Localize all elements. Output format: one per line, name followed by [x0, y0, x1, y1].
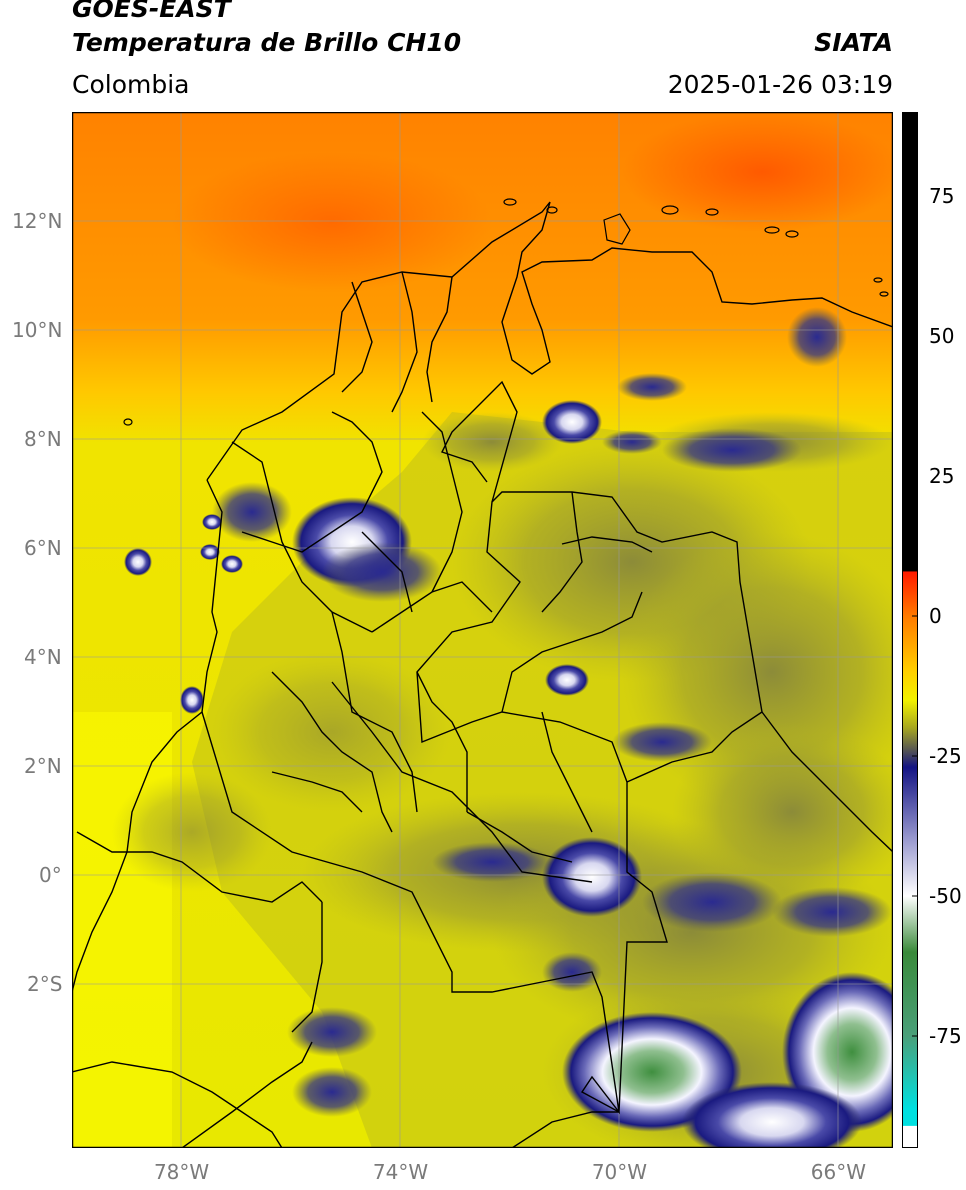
convective-cloud	[787, 307, 847, 367]
internal-division	[271, 671, 393, 833]
lat-tick-label: 12°N	[12, 209, 63, 234]
convective-cloud	[292, 1067, 372, 1117]
lon-tick-label: 66°W	[810, 1160, 866, 1184]
internal-division	[426, 276, 453, 403]
colorbar-tick-label: 0	[929, 604, 942, 628]
convective-cloud	[682, 1082, 862, 1148]
convective-cloud	[221, 555, 243, 573]
warm-area-north	[172, 152, 492, 292]
convective-cloud	[542, 952, 602, 992]
convective-cloud	[322, 542, 442, 602]
grey-cloud-field	[112, 772, 272, 892]
convective-cloud	[662, 428, 802, 472]
lat-tick-label: 4°N	[24, 645, 62, 670]
convective-cloud	[642, 872, 782, 932]
boundaries	[72, 201, 893, 1148]
convective-cloud	[772, 887, 892, 937]
convective-cloud	[432, 842, 552, 882]
colorbar-border	[902, 112, 918, 1148]
border-south	[72, 1061, 283, 1148]
institution-label: SIATA	[814, 28, 893, 57]
internal-division	[391, 271, 418, 413]
lon-tick-label: 74°W	[372, 1160, 429, 1184]
internal-division	[541, 491, 583, 613]
product-title: Temperatura de Brillo CH10	[72, 28, 462, 57]
lon-tick-label: 78°W	[153, 1160, 210, 1184]
lat-tick-label: 0°	[39, 863, 62, 888]
yellow-southwest	[72, 712, 172, 1148]
internal-division	[271, 771, 363, 813]
internal-division	[241, 411, 383, 553]
internal-division	[761, 711, 893, 853]
satellite-map	[72, 112, 893, 1148]
convective-cloud	[212, 482, 292, 542]
internal-division	[501, 591, 643, 713]
lon-tick-label: 70°W	[591, 1160, 648, 1184]
warm-area-northeast	[622, 112, 893, 232]
internal-division	[331, 611, 418, 813]
satellite-title: GOES-EAST	[72, 0, 231, 23]
datetime-label: 2025-01-26 03:19	[667, 70, 893, 99]
lat-tick-label: 10°N	[12, 318, 63, 343]
ecuador-outline	[76, 831, 323, 903]
internal-division	[341, 281, 373, 393]
amazon-line	[291, 902, 323, 1033]
coastline-pacific	[72, 479, 223, 993]
convective-cloud	[287, 1007, 377, 1057]
border-south	[511, 1111, 619, 1148]
convective-cloud	[124, 548, 152, 576]
internal-division	[561, 536, 653, 553]
internal-division	[466, 811, 573, 863]
colorbar-tick-label: -50	[929, 884, 962, 908]
grey-cloud-field	[422, 412, 562, 472]
convective-cloud	[545, 664, 589, 696]
convective-cloud	[542, 400, 602, 444]
region-label: Colombia	[72, 70, 190, 99]
convective-cloud	[612, 722, 712, 762]
convective-cloud	[617, 373, 687, 401]
internal-division	[361, 531, 413, 613]
islands	[123, 198, 889, 426]
convective-cloud	[602, 430, 662, 454]
colorbar-gradient	[902, 112, 918, 1148]
lat-tick-label: 8°N	[24, 427, 62, 452]
internal-division	[421, 411, 463, 593]
internal-division	[541, 711, 593, 833]
colorbar	[902, 112, 918, 1148]
colorbar-tick-label: 25	[929, 464, 955, 488]
lat-tick-label: 2°S	[27, 972, 63, 997]
convective-cloud	[180, 686, 204, 714]
lat-tick-label: 6°N	[24, 536, 62, 561]
colombia-border	[201, 491, 763, 1115]
border-southwest	[181, 1041, 313, 1148]
peru-ecuador-border	[331, 681, 593, 883]
coastline-caribbean	[206, 201, 893, 481]
map-border	[72, 112, 893, 1148]
colorbar-tick-label: -25	[929, 744, 962, 768]
internal-division	[416, 671, 468, 812]
venezuela-border	[441, 380, 518, 503]
colorbar-tick-label: -75	[929, 1024, 962, 1048]
colorbar-tick-label: 75	[929, 184, 955, 208]
graticule	[72, 112, 893, 1148]
lat-tick-label: 2°N	[24, 754, 62, 779]
convective-cloud	[202, 514, 222, 530]
convective-cloud	[542, 837, 642, 917]
colorbar-tick-label: 50	[929, 324, 955, 348]
